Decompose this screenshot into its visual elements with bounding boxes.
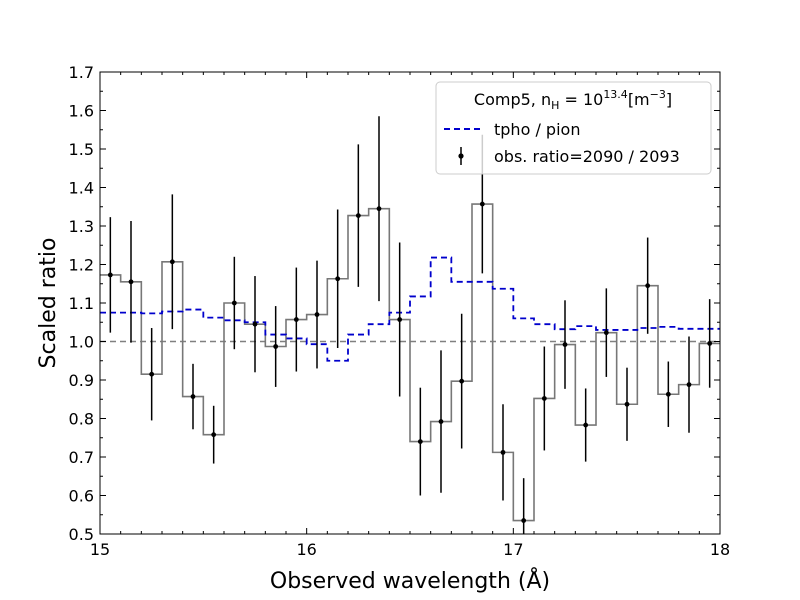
y-tick-label: 1.3 <box>69 217 94 236</box>
axes: 0.5 0.6 0.7 0.8 0.9 1.0 1.1 1.2 1.3 1.4 1.5 1.6 1.7 1… <box>69 63 731 559</box>
legend: Comp5, nH = 1013.4[m−3] tpho / pion obs.… <box>435 81 712 175</box>
y-tick-label: 0.7 <box>69 448 94 467</box>
obs-ratio-step-line <box>100 203 720 522</box>
obs-point <box>376 206 382 212</box>
obs-point <box>562 342 568 347</box>
y-tick-label: 1.0 <box>69 333 94 352</box>
y-tick-label: 0.9 <box>69 371 94 390</box>
x-tick-label: 18 <box>710 540 730 559</box>
obs-point <box>583 422 589 428</box>
y-tick-label: 0.5 <box>69 525 94 544</box>
obs-point <box>624 401 630 407</box>
obs-point <box>149 371 155 377</box>
obs-point <box>190 394 196 399</box>
legend-box <box>435 81 712 175</box>
obs-point <box>293 317 299 322</box>
obs-point <box>603 330 609 336</box>
obs-point <box>107 272 113 278</box>
obs-point <box>521 518 527 523</box>
obs-point <box>211 432 217 438</box>
obs-point <box>417 439 423 444</box>
x-tick-label: 17 <box>503 540 523 559</box>
y-tick-label: 0.6 <box>69 487 94 506</box>
obs-point <box>500 449 506 455</box>
plot-content <box>100 116 720 534</box>
obs-point <box>335 276 341 282</box>
y-tick-label: 1.2 <box>69 256 94 275</box>
obs-point <box>707 341 713 346</box>
obs-point <box>128 279 134 285</box>
obs-point <box>459 378 465 384</box>
obs-point <box>314 312 320 317</box>
obs-point <box>645 283 651 289</box>
obs-point <box>273 344 279 349</box>
legend-obs-swatch-marker <box>458 153 464 159</box>
x-tick-label: 15 <box>90 540 110 559</box>
obs-point <box>355 213 361 219</box>
obs-point <box>252 321 258 327</box>
legend-obs-label: obs. ratio=2090 / 2093 <box>494 147 680 166</box>
y-tick-label: 0.8 <box>69 410 94 429</box>
legend-tpho-label: tpho / pion <box>494 120 580 139</box>
obs-point <box>665 391 671 397</box>
y-axis-title: Scaled ratio <box>36 238 61 369</box>
y-tick-label: 1.4 <box>69 179 94 198</box>
obs-point <box>169 259 175 265</box>
obs-point <box>231 300 237 306</box>
y-tick-label: 1.1 <box>69 294 94 313</box>
obs-point <box>438 419 444 424</box>
legend-title: Comp5, nH = 1013.4[m−3] <box>474 88 672 112</box>
y-tick-label: 1.5 <box>69 140 94 159</box>
obs-point <box>397 317 403 322</box>
y-tick-label: 1.7 <box>69 63 94 82</box>
plot-area <box>100 116 720 534</box>
obs-point <box>541 396 547 401</box>
x-axis-title: Observed wavelength (Å) <box>270 567 550 594</box>
obs-point <box>686 382 692 388</box>
x-tick-label: 16 <box>296 540 316 559</box>
obs-point <box>479 201 485 207</box>
y-tick-label: 1.6 <box>69 102 94 121</box>
